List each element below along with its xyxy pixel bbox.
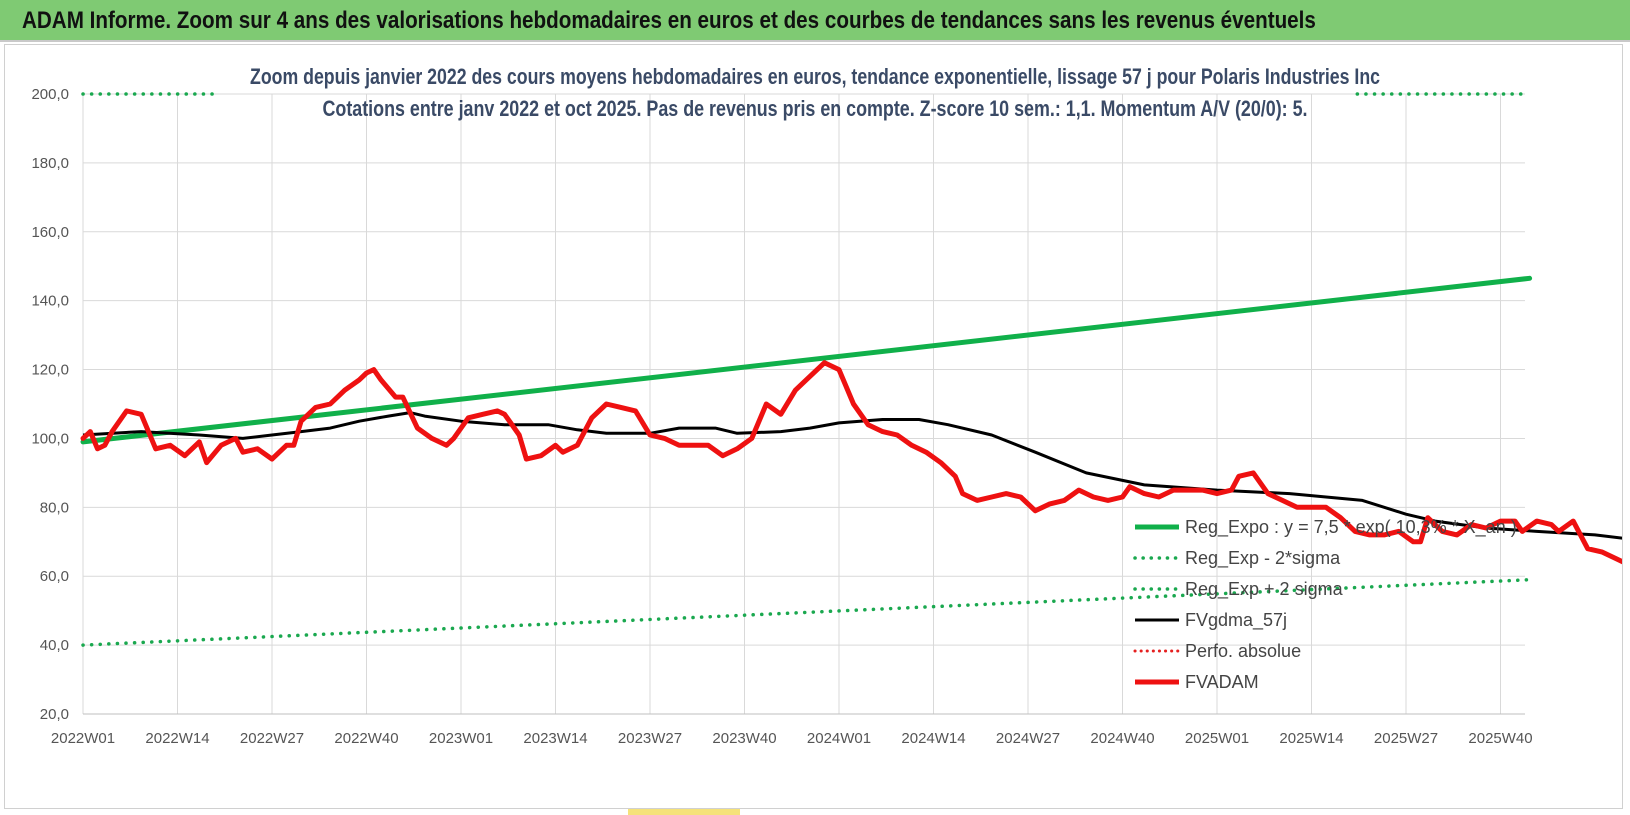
legend-label-fvadam: FVADAM	[1185, 672, 1259, 692]
legend-label-perfo: Perfo. absolue	[1185, 641, 1301, 661]
legend-label-fvgdma: FVgdma_57j	[1185, 610, 1287, 631]
y-tick-label: 180,0	[31, 155, 69, 172]
y-tick-label: 40,0	[40, 637, 69, 654]
x-tick-label: 2024W01	[807, 730, 871, 747]
grid-layer	[82, 93, 1525, 715]
x-tick-label: 2024W14	[901, 730, 965, 747]
x-tick-label: 2023W14	[523, 730, 587, 747]
x-tick-label: 2022W27	[240, 730, 304, 747]
chart-title-line-1: Zoom depuis janvier 2022 des cours moyen…	[250, 64, 1380, 89]
legend-label-reg_expo: Reg_Expo : y = 7,5 * exp( 10,3% * X_an )	[1185, 517, 1517, 538]
legend-label-plus2: Reg_Exp + 2 sigma	[1185, 579, 1344, 600]
bottom-accent-tab	[628, 809, 740, 815]
chart: 20,0 40,0 60,0 80,0 100,0 120,0 140,0 160,0 180,…	[31, 64, 1622, 747]
x-tick-label: 2025W40	[1468, 730, 1532, 747]
x-tick-label: 2023W40	[712, 730, 776, 747]
axis-layer: 20,0 40,0 60,0 80,0 100,0 120,0 140,0 160,0 180,…	[31, 86, 1532, 747]
x-tick-label: 2023W27	[618, 730, 682, 747]
x-tick-label: 2025W27	[1374, 730, 1438, 747]
page-title: ADAM Informe. Zoom sur 4 ans des valoris…	[22, 7, 1316, 34]
x-tick-label: 2024W40	[1090, 730, 1154, 747]
x-tick-label: 2024W27	[996, 730, 1060, 747]
y-tick-label: 160,0	[31, 224, 69, 241]
y-tick-label: 200,0	[31, 86, 69, 103]
legend-label-minus2: Reg_Exp - 2*sigma	[1185, 548, 1341, 569]
series-reg-expo	[80, 275, 1533, 445]
x-tick-label: 2023W01	[429, 730, 493, 747]
x-tick-label: 2022W01	[51, 730, 115, 747]
x-tick-label: 2025W01	[1185, 730, 1249, 747]
series-layer	[80, 92, 1622, 647]
y-tick-label: 60,0	[40, 568, 69, 585]
y-tick-label: 140,0	[31, 293, 69, 310]
chart-frame: 20,0 40,0 60,0 80,0 100,0 120,0 140,0 160,0 180,…	[4, 44, 1623, 809]
x-tick-label: 2022W14	[145, 730, 209, 747]
x-tick-label: 2022W40	[334, 730, 398, 747]
y-tick-label: 120,0	[31, 362, 69, 379]
legend: Reg_Expo : y = 7,5 * exp( 10,3% * X_an )…	[1133, 517, 1517, 692]
x-tick-label: 2025W14	[1279, 730, 1343, 747]
header-banner: ADAM Informe. Zoom sur 4 ans des valoris…	[0, 0, 1630, 42]
y-tick-label: 80,0	[40, 499, 69, 516]
y-tick-label: 20,0	[40, 706, 69, 723]
y-tick-label: 100,0	[31, 430, 69, 447]
series-reg-exp-minus-2sigma	[81, 577, 1532, 647]
chart-title-line-2: Cotations entre janv 2022 et oct 2025. P…	[323, 96, 1308, 121]
series-fvadam	[80, 360, 1622, 565]
